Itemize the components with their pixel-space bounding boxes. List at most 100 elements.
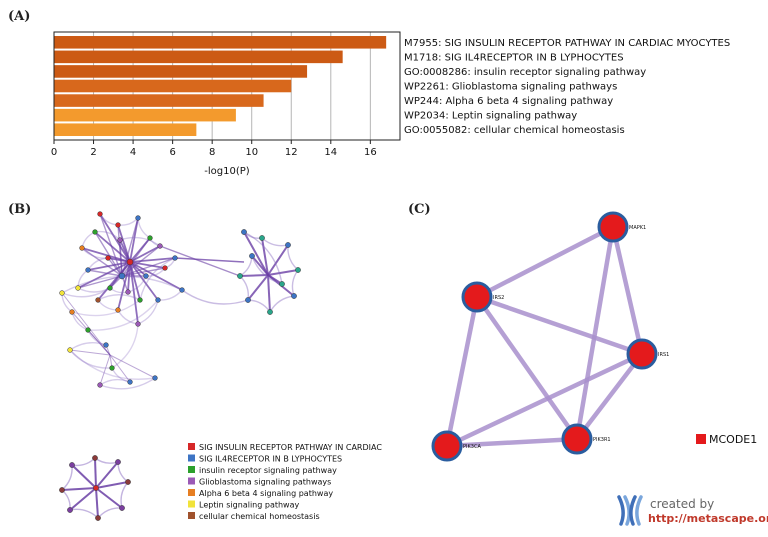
network-node (155, 297, 161, 303)
network-node (69, 309, 75, 315)
network-node (143, 273, 149, 279)
network-edge (247, 274, 269, 301)
category-label: WP2034: Leptin signaling pathway (404, 111, 577, 122)
network-edge (95, 481, 129, 489)
network-node (147, 235, 153, 241)
bar (54, 79, 292, 93)
network-node (267, 309, 273, 315)
x-tick-label: 0 (51, 147, 57, 158)
ppi-network: MAPK1 IRS2 IRS1 PIK3CA PIK3R1 (431, 211, 669, 462)
network-node (115, 222, 121, 228)
network-node (115, 307, 121, 313)
network-node (79, 245, 85, 251)
network-edge (121, 217, 139, 277)
legend-swatch (188, 489, 195, 496)
network-edge (251, 255, 283, 285)
ppi-edge (475, 295, 579, 441)
network-edge (61, 287, 111, 298)
network-edge (121, 257, 176, 277)
x-tick-label: 12 (285, 147, 298, 158)
network-node (125, 479, 131, 485)
network-node (291, 293, 297, 299)
bar (54, 94, 264, 107)
bar (54, 123, 197, 136)
enrichment-network (59, 211, 301, 521)
network-node (157, 243, 163, 249)
network-node (249, 253, 255, 259)
network-edge (95, 487, 99, 519)
legend-label: Glioblastoma signaling pathways (199, 478, 331, 487)
created-by-text: created by (650, 497, 714, 511)
ppi-node (626, 338, 658, 370)
metascape-branding: created by http://metascape.org (617, 495, 768, 526)
network-node (117, 237, 123, 243)
legend-swatch (188, 466, 195, 473)
network-edge (97, 299, 119, 311)
network-edge (239, 275, 250, 301)
network-node (126, 258, 134, 266)
network-edge (71, 464, 97, 489)
network-node (115, 459, 121, 465)
network-edge (97, 507, 123, 519)
network-edge (117, 217, 139, 226)
ppi-edge (475, 224, 615, 300)
panel-label-c: (C) (408, 202, 431, 217)
network-edge (287, 244, 299, 271)
network-node (59, 290, 65, 296)
network-node (127, 379, 133, 385)
network-edge (129, 261, 159, 301)
network-edge (99, 354, 111, 386)
legend-label: SIG IL4RECEPTOR IN B LYPHOCYTES (199, 455, 342, 464)
network-edge (109, 287, 129, 294)
network-edge (137, 299, 159, 325)
network-edge (99, 213, 123, 277)
network-edge (157, 289, 183, 301)
network-edge (247, 299, 271, 313)
network-edge (129, 257, 176, 263)
network-node (95, 515, 101, 521)
network-edge (243, 231, 283, 285)
x-tick-label: 6 (169, 147, 175, 158)
network-edge (77, 275, 123, 289)
network-edge (95, 487, 123, 509)
network-node (135, 215, 141, 221)
network-edge (69, 349, 111, 356)
ppi-node-label: MAPK1 (629, 225, 646, 231)
network-edge (251, 255, 269, 276)
network-node (85, 327, 91, 333)
network-edge (69, 508, 99, 519)
network-edge (137, 217, 151, 239)
bar (54, 65, 308, 78)
category-labels: M7955: SIG INSULIN RECEPTOR PATHWAY IN C… (404, 38, 730, 136)
network-edge (267, 269, 299, 276)
network-node (119, 505, 125, 511)
network-node (237, 273, 243, 279)
network-edge (69, 349, 113, 369)
network-edge (267, 244, 289, 276)
ppi-edges (444, 224, 645, 449)
network-edge (69, 349, 156, 380)
x-tick-label: 16 (364, 147, 377, 158)
network-edge (71, 299, 141, 317)
network-edge (87, 261, 131, 271)
ppi-edge (444, 296, 480, 447)
category-label: GO:0055082: cellular chemical homeostasi… (404, 125, 625, 136)
network-node (285, 242, 291, 248)
network-edge (129, 261, 183, 291)
legend-swatch (188, 477, 195, 485)
network-node (152, 375, 158, 381)
x-tick-label: 10 (245, 147, 258, 158)
network-edge (120, 481, 129, 509)
network-node (97, 211, 103, 217)
category-label: M7955: SIG INSULIN RECEPTOR PATHWAY IN C… (404, 38, 730, 49)
network-edge (99, 213, 131, 263)
network-legend: SIG INSULIN RECEPTOR PATHWAY IN CARDIAC S… (188, 443, 382, 521)
network-edge (159, 245, 241, 277)
ppi-node (461, 281, 493, 313)
panel-label-b: (B) (8, 202, 31, 217)
network-node (135, 321, 141, 327)
network-edge (99, 377, 156, 390)
metascape-url[interactable]: http://metascape.org (648, 512, 768, 525)
ppi-edge (574, 226, 616, 440)
